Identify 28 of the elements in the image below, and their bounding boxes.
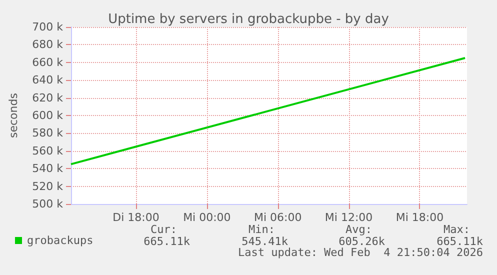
text: 665.11k — [436, 235, 484, 248]
x-tick-label: Mi 06:00 — [254, 211, 302, 224]
y-tick-label: 560 k — [32, 144, 64, 158]
y-axis-title: seconds — [7, 92, 20, 138]
text: Min: — [248, 223, 276, 236]
y-tick-label: 640 k — [32, 74, 64, 87]
text: Max: — [444, 223, 470, 236]
x-tick-label: Mi 00:00 — [183, 211, 231, 224]
legend-label: grobackups — [27, 234, 94, 247]
x-tick-label: Mi 12:00 — [324, 211, 373, 224]
y-tick-label: 520 k — [32, 180, 64, 193]
text: Last update: Wed Feb 4 21:50:04 2026 — [238, 246, 484, 259]
y-tick-label: 540 k — [32, 162, 64, 176]
y-tick-label: 660 k — [32, 56, 64, 69]
x-tick-label: Mi 18:00 — [396, 211, 444, 224]
x-tick-label: Di 18:00 — [112, 211, 160, 224]
y-tick-label: 620 k — [32, 91, 64, 104]
text: 605.26k — [338, 235, 386, 248]
text: Cur: — [150, 223, 178, 236]
text: 545.41k — [242, 235, 288, 248]
y-tick-label: 700 k — [32, 20, 64, 34]
y-tick-label: 680 k — [32, 38, 64, 52]
y-tick-label: 580 k — [32, 126, 64, 140]
y-tick-label: 500 k — [32, 198, 64, 210]
y-tick-label: 600 k — [32, 109, 64, 122]
text: 665.11k — [144, 235, 190, 248]
chart-title: Uptime by servers in grobackupbe - by day — [108, 12, 390, 27]
text: Avg: — [346, 223, 372, 236]
